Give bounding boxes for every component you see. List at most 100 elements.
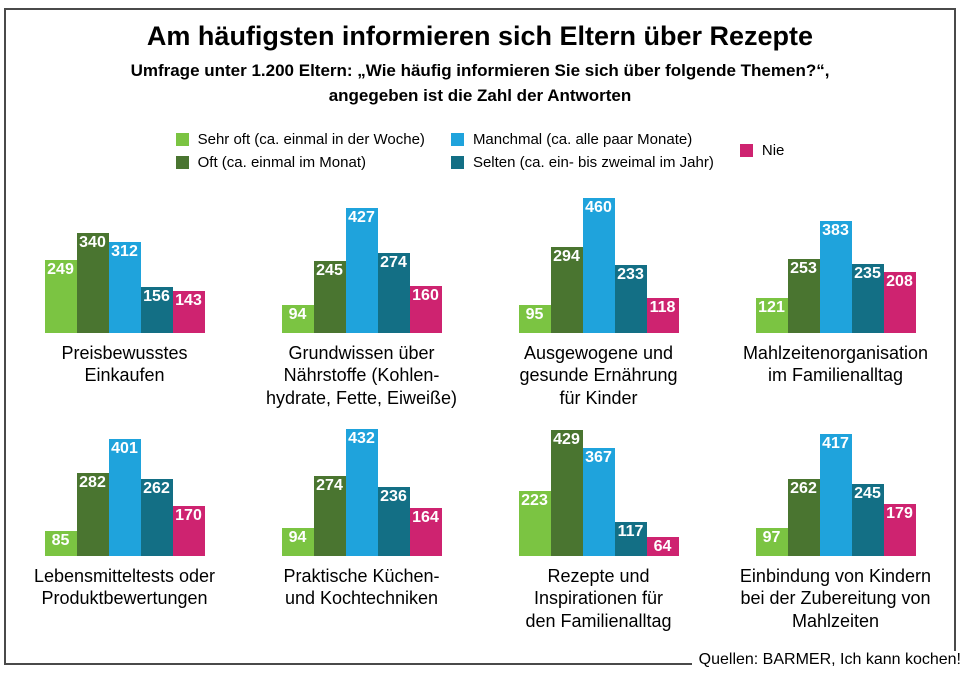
bar-oft: 253 [787, 258, 820, 333]
bar-sehr-oft: 223 [518, 490, 551, 556]
bar-oft: 245 [313, 260, 346, 333]
chart-grundwissen-naehrstoffe: 94 245 427 274 160 Grundwissen über Nährstof… [243, 193, 480, 412]
bar-value-label: 156 [143, 287, 170, 305]
bar-value-label: 233 [617, 265, 644, 283]
bar-value-label: 401 [111, 439, 138, 457]
bar-value-label: 274 [380, 253, 407, 271]
bar-sehr-oft: 121 [755, 297, 788, 333]
chart-caption: Einbindung von Kindern bei der Zubereitu… [739, 565, 932, 632]
bar-oft: 294 [550, 246, 583, 333]
bar-value-label: 367 [585, 448, 612, 466]
legend-label-oft: Oft (ca. einmal im Monat) [197, 153, 366, 171]
bar-manchmal: 432 [345, 428, 378, 556]
bar-sehr-oft: 94 [281, 527, 314, 556]
bar-nie: 118 [646, 297, 679, 333]
bar-selten: 117 [614, 521, 647, 556]
chart-grid: 249 340 312 156 143 Preisbewusstes Einkaufen… [6, 193, 954, 635]
bars-group: 94 274 432 236 164 [243, 416, 480, 556]
bar-selten: 233 [614, 264, 647, 333]
bar-oft: 429 [550, 429, 583, 556]
chart-kuechen-kochtechniken: 94 274 432 236 164 Praktische Küchen- und Ko… [243, 416, 480, 635]
bar-sehr-oft: 95 [518, 304, 551, 333]
bar-value-label: 121 [758, 298, 785, 316]
chart-caption: Praktische Küchen- und Kochtechniken [283, 565, 440, 609]
bar-oft: 340 [76, 232, 109, 333]
bar-value-label: 282 [79, 473, 106, 491]
bar-value-label: 95 [525, 305, 544, 323]
bar-value-label: 223 [521, 491, 548, 509]
bar-manchmal: 427 [345, 207, 378, 333]
bar-sehr-oft: 97 [755, 527, 788, 556]
bar-value-label: 94 [288, 528, 307, 546]
legend-label-selten: Selten (ca. ein- bis zweimal im Jahr) [472, 153, 714, 171]
bar-value-label: 97 [762, 528, 781, 546]
bar-manchmal: 367 [582, 447, 615, 556]
bar-value-label: 340 [79, 233, 106, 251]
legend-column-1: Sehr oft (ca. einmal in der Woche) Oft (… [175, 131, 425, 171]
bar-value-label: 460 [585, 198, 612, 216]
bars-group: 95 294 460 233 118 [480, 193, 717, 333]
bar-selten: 236 [377, 486, 410, 556]
bars-group: 94 245 427 274 160 [243, 193, 480, 333]
bars-group: 85 282 401 262 170 [6, 416, 243, 556]
bar-value-label: 143 [175, 291, 202, 309]
legend-column-2: Manchmal (ca. alle paar Monate) Selten (… [450, 130, 714, 171]
page-title: Am häufigsten informieren sich Eltern üb… [146, 21, 814, 51]
bar-selten: 262 [140, 478, 173, 556]
legend-swatch-selten-icon [450, 155, 464, 169]
legend-swatch-manchmal-icon [450, 132, 464, 146]
bar-value-label: 117 [617, 522, 644, 540]
bar-value-label: 208 [886, 272, 913, 290]
bar-value-label: 427 [348, 208, 375, 226]
bar-value-label: 170 [175, 506, 202, 524]
legend-item-selten: Selten (ca. ein- bis zweimal im Jahr) [450, 153, 714, 171]
bar-value-label: 85 [51, 531, 70, 549]
bar-value-label: 312 [111, 242, 138, 260]
bar-nie: 208 [883, 271, 916, 333]
bars-group: 223 429 367 117 64 [480, 416, 717, 556]
legend-item-oft: Oft (ca. einmal im Monat) [175, 153, 425, 171]
bar-value-label: 64 [653, 537, 672, 555]
bar-value-label: 262 [143, 479, 170, 497]
legend-swatch-nie-icon [739, 144, 753, 158]
legend-label-manchmal: Manchmal (ca. alle paar Monate) [472, 130, 693, 148]
bar-value-label: 253 [790, 259, 817, 277]
bar-value-label: 249 [47, 260, 74, 278]
bar-oft: 274 [313, 475, 346, 556]
chart-caption: Rezepte und Inspirationen für den Famili… [525, 565, 672, 632]
bar-manchmal: 417 [819, 433, 852, 556]
bar-value-label: 179 [886, 504, 913, 522]
bar-selten: 274 [377, 252, 410, 333]
legend-swatch-sehr-oft-icon [175, 132, 189, 146]
bar-value-label: 274 [316, 476, 343, 494]
chart-caption: Preisbewusstes Einkaufen [61, 342, 188, 386]
bar-manchmal: 401 [108, 438, 141, 556]
bar-nie: 170 [172, 505, 205, 556]
bar-value-label: 245 [854, 484, 881, 502]
bar-manchmal: 383 [819, 220, 852, 333]
bar-nie: 64 [646, 536, 679, 556]
bar-nie: 160 [409, 285, 442, 333]
bar-sehr-oft: 249 [44, 259, 77, 333]
bars-group: 121 253 383 235 208 [717, 193, 954, 333]
bar-value-label: 294 [553, 247, 580, 265]
bar-value-label: 94 [288, 305, 307, 323]
legend-item-sehr-oft: Sehr oft (ca. einmal in der Woche) [175, 131, 425, 148]
bar-value-label: 164 [412, 508, 439, 526]
bar-oft: 262 [787, 478, 820, 556]
chart-mahlzeitenorganisation: 121 253 383 235 208 Mahlzeitenorganisation i… [717, 193, 954, 412]
chart-rezepte-inspirationen: 223 429 367 117 64 Rezepte und Inspirationen… [480, 416, 717, 635]
bar-value-label: 235 [854, 264, 881, 282]
chart-preisbewusstes-einkaufen: 249 340 312 156 143 Preisbewusstes Einkaufen [6, 193, 243, 412]
bar-selten: 235 [851, 263, 884, 333]
legend-item-manchmal: Manchmal (ca. alle paar Monate) [450, 130, 714, 148]
chart-row-2: 85 282 401 262 170 Lebensmitteltests oder Pr… [6, 416, 954, 635]
bar-value-label: 383 [822, 221, 849, 239]
bar-selten: 245 [851, 483, 884, 556]
bar-value-label: 262 [790, 479, 817, 497]
legend-swatch-oft-icon [175, 155, 189, 169]
page-subtitle: Umfrage unter 1.200 Eltern: „Wie häufig … [130, 61, 830, 106]
bar-nie: 179 [883, 503, 916, 556]
bar-manchmal: 312 [108, 241, 141, 333]
bar-value-label: 118 [649, 298, 676, 316]
